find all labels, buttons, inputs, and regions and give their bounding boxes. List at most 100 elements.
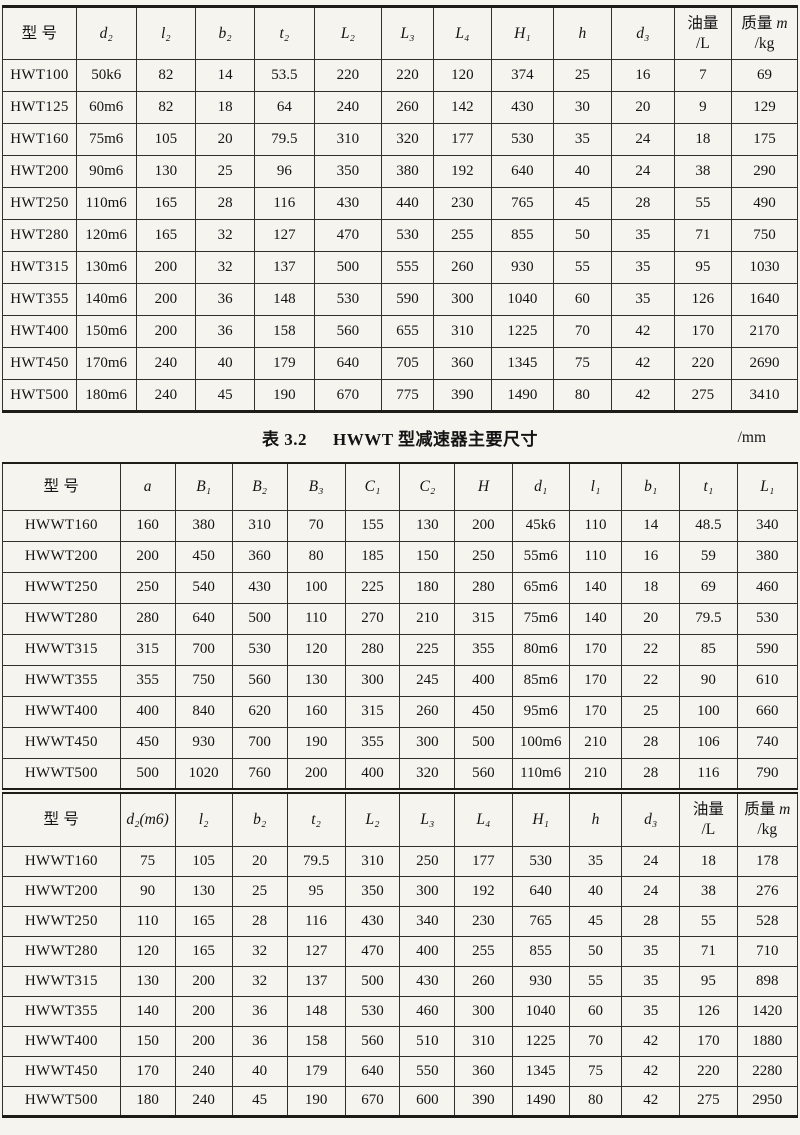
value-cell: 220 — [673, 347, 732, 380]
value-cell: 360 — [454, 1055, 513, 1087]
value-cell: 100 — [286, 571, 346, 604]
value-cell: 178 — [736, 845, 798, 877]
model-cell: HWWT200 — [2, 875, 121, 907]
value-cell: 400 — [454, 664, 513, 697]
table-row: HWWT315 130 200 32 137 500 430 260 930 55 35 95 898 — [2, 965, 798, 997]
value-cell: 705 — [381, 347, 434, 380]
value-cell: 430 — [344, 905, 401, 937]
value-cell: 20 — [231, 845, 288, 877]
value-cell: 3410 — [730, 379, 799, 412]
value-cell: 40 — [568, 875, 623, 907]
table-row: HWWT355 355 750 560 130 300 245 400 85m6 170 22 90 6… — [2, 664, 798, 697]
value-cell: 129 — [730, 91, 799, 124]
value-cell: 560 — [454, 757, 513, 790]
table-row: HWT200 90m6 130 25 96 350 380 192 640 40 24 38 290 — [2, 155, 799, 188]
table-row: HWT500 180m6 240 45 190 670 775 390 1490 80 42 275 3… — [2, 379, 799, 412]
value-cell: 79.5 — [679, 602, 738, 635]
model-cell: HWWT315 — [2, 633, 121, 666]
value-cell: 280 — [454, 571, 513, 604]
value-cell: 200 — [135, 283, 197, 316]
value-cell: 240 — [174, 1085, 233, 1117]
value-cell: 380 — [736, 540, 798, 573]
value-cell: 177 — [432, 123, 492, 156]
value-cell: 255 — [454, 935, 513, 967]
value-cell: 180 — [119, 1085, 176, 1117]
value-cell: 840 — [174, 695, 233, 728]
value-cell: 390 — [454, 1085, 513, 1117]
value-cell: 120 — [119, 935, 176, 967]
value-cell: 280 — [119, 602, 176, 635]
value-cell: 105 — [135, 123, 197, 156]
table-row: HWWT250 250 540 430 100 225 180 280 65m6 140 18 69 4… — [2, 571, 798, 604]
value-cell: 80m6 — [511, 633, 570, 666]
value-cell: 18 — [621, 571, 681, 604]
table-row: HWWT200 90 130 25 95 350 300 192 640 40 24 38 276 — [2, 875, 798, 907]
value-cell: 40 — [195, 347, 255, 380]
value-cell: 42 — [610, 315, 675, 348]
column-header: L₄ — [432, 6, 492, 60]
value-cell: 220 — [313, 59, 383, 92]
value-cell: 110 — [286, 602, 346, 635]
value-cell: 1880 — [736, 1025, 798, 1057]
value-cell: 190 — [286, 1085, 346, 1117]
model-cell: HWWT160 — [2, 509, 121, 542]
value-cell: 460 — [736, 571, 798, 604]
value-cell: 148 — [254, 283, 315, 316]
value-cell: 158 — [286, 1025, 346, 1057]
model-cell: HWWT450 — [2, 1055, 121, 1087]
value-cell: 200 — [286, 757, 346, 790]
column-header: H — [454, 462, 513, 511]
value-cell: 374 — [490, 59, 554, 92]
value-cell: 200 — [174, 1025, 233, 1057]
value-cell: 170 — [673, 315, 732, 348]
column-header: 质量 m/kg — [736, 792, 798, 847]
value-cell: 740 — [736, 726, 798, 759]
value-cell: 130m6 — [75, 251, 137, 284]
column-header: t₁ — [679, 462, 738, 511]
value-cell: 200 — [119, 540, 176, 573]
value-cell: 110 — [119, 905, 176, 937]
column-header: 型 号 — [2, 792, 121, 847]
table-row: HWWT250 110 165 28 116 430 340 230 765 45 28 55 528 — [2, 905, 798, 937]
value-cell: 35 — [610, 251, 675, 284]
value-cell: 16 — [610, 59, 675, 92]
value-cell: 55 — [673, 187, 732, 220]
table-row: HWWT450 450 930 700 190 355 300 500 100m6 210 28 10… — [2, 726, 798, 759]
value-cell: 130 — [135, 155, 197, 188]
value-cell: 310 — [454, 1025, 513, 1057]
value-cell: 95m6 — [511, 695, 570, 728]
value-cell: 148 — [286, 995, 346, 1027]
value-cell: 200 — [135, 315, 197, 348]
value-cell: 170 — [568, 695, 623, 728]
value-cell: 16 — [621, 540, 681, 573]
value-cell: 530 — [231, 633, 288, 666]
value-cell: 7 — [673, 59, 732, 92]
value-cell: 620 — [231, 695, 288, 728]
value-cell: 70 — [286, 509, 346, 542]
value-cell: 65m6 — [511, 571, 570, 604]
column-header: t₂ — [254, 6, 315, 60]
value-cell: 170 — [119, 1055, 176, 1087]
value-cell: 490 — [730, 187, 799, 220]
value-cell: 45 — [195, 379, 255, 412]
value-cell: 75m6 — [75, 123, 137, 156]
value-cell: 116 — [679, 757, 738, 790]
model-cell: HWT280 — [2, 219, 77, 252]
value-cell: 18 — [673, 123, 732, 156]
value-cell: 390 — [432, 379, 492, 412]
value-cell: 2280 — [736, 1055, 798, 1087]
table-row: HWT250 110m6 165 28 116 430 440 230 765 45 28 55 490 — [2, 187, 799, 220]
value-cell: 260 — [454, 965, 513, 997]
value-cell: 700 — [174, 633, 233, 666]
value-cell: 35 — [610, 219, 675, 252]
value-cell: 130 — [286, 664, 346, 697]
value-cell: 240 — [313, 91, 383, 124]
value-cell: 400 — [399, 935, 456, 967]
value-cell: 300 — [432, 283, 492, 316]
value-cell: 1640 — [730, 283, 799, 316]
value-cell: 540 — [174, 571, 233, 604]
value-cell: 855 — [511, 935, 570, 967]
value-cell: 130 — [399, 509, 456, 542]
value-cell: 610 — [736, 664, 798, 697]
value-cell: 500 — [313, 251, 383, 284]
